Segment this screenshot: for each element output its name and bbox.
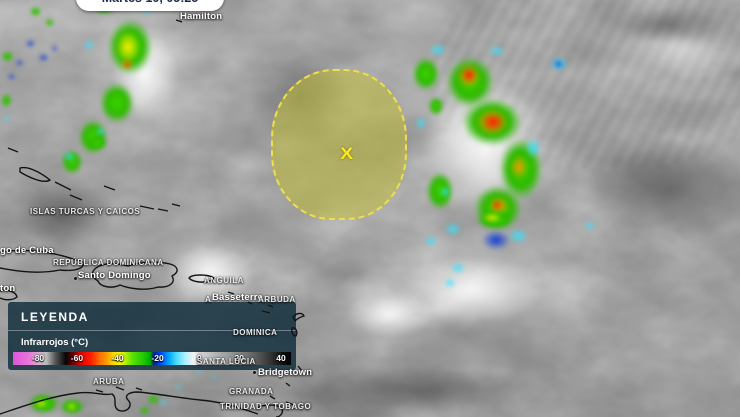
colorbar-tick: 0 bbox=[196, 353, 202, 363]
cold-fringe bbox=[158, 398, 169, 407]
convection-core bbox=[458, 64, 480, 86]
map-label-trinidad-tobago: TRINIDAD Y TOBAGO bbox=[220, 402, 312, 411]
cold-fringe bbox=[62, 150, 77, 163]
cold-fringe bbox=[486, 44, 508, 58]
colorbar-tick: 40 bbox=[276, 353, 286, 363]
map-label-dominica: DOMINICA bbox=[233, 328, 278, 337]
legend-title: LEYENDA bbox=[21, 310, 89, 324]
map-label-aruba: ARUBA bbox=[93, 377, 125, 386]
cold-fringe bbox=[2, 114, 11, 123]
coastline-jamaica bbox=[0, 289, 18, 301]
convection-core bbox=[64, 402, 79, 411]
convection-cell bbox=[44, 18, 55, 27]
cold-fringe bbox=[442, 220, 464, 238]
colorbar-tick: -60 bbox=[70, 353, 84, 363]
disturbance-x-marker: X bbox=[340, 144, 354, 163]
cloud-mass bbox=[150, 235, 270, 310]
colorbar-tick: 20 bbox=[234, 353, 245, 363]
dark-patch bbox=[600, 0, 740, 50]
map-label-rep-dominicana: REPÚBLICA DOMINICANA bbox=[53, 258, 164, 267]
dark-patch bbox=[0, 170, 130, 260]
cold-fringe bbox=[448, 260, 468, 276]
cold-fringe bbox=[94, 126, 107, 137]
coastline-turks-caicos bbox=[139, 203, 181, 212]
coastline-bermuda bbox=[175, 19, 183, 23]
convection-cell bbox=[0, 50, 15, 63]
colorbar-tick: -40 bbox=[111, 353, 124, 363]
map-label-basseterre: Basseterre bbox=[212, 292, 264, 303]
cold-fringe bbox=[438, 184, 452, 200]
convection-core bbox=[32, 398, 50, 409]
map-label-antigua-frag: A bbox=[205, 295, 212, 304]
cold-fringe bbox=[522, 134, 544, 162]
cold-fringe bbox=[551, 58, 566, 70]
map-label-turcas-caicos: ISLAS TURCAS Y CAICOS bbox=[30, 207, 141, 216]
legend-divider bbox=[8, 330, 296, 331]
dark-patch bbox=[250, 360, 590, 417]
cold-fringe bbox=[414, 114, 428, 132]
cold-fringe bbox=[24, 38, 37, 49]
legend-panel: LEYENDA Infrarrojos (°C) -80 -60 -40 -20… bbox=[8, 302, 296, 370]
convection-cell bbox=[83, 134, 111, 152]
cold-fringe bbox=[504, 226, 532, 246]
cold-fringe bbox=[82, 38, 96, 52]
cold-fringe bbox=[210, 374, 218, 380]
map-label-hamilton: Hamilton bbox=[180, 11, 223, 22]
ir-colorbar: -80 -60 -40 -20 0 20 40 bbox=[13, 352, 291, 365]
map-label-santiago-cuba: go de Cuba bbox=[0, 245, 54, 256]
convection-core bbox=[476, 108, 510, 136]
cold-fringe bbox=[426, 42, 450, 58]
convection-cell bbox=[0, 92, 13, 109]
cold-fringe bbox=[582, 220, 598, 232]
coastline-southamerica bbox=[0, 391, 259, 415]
convection-cell bbox=[426, 94, 446, 118]
coastline-trinidad bbox=[255, 401, 295, 417]
coastline-hispaniola bbox=[91, 261, 178, 290]
convection-cell bbox=[28, 6, 43, 17]
colorbar-tick: -20 bbox=[151, 353, 164, 363]
coastline-bahamas bbox=[7, 147, 116, 201]
map-label-bridgetown: Bridgetown bbox=[258, 367, 313, 378]
cold-fringe bbox=[36, 52, 51, 63]
map-label-barbuda-frag: ARBUDA bbox=[258, 295, 296, 304]
timestamp-pill: Martes 10, 05:25 bbox=[76, 0, 224, 11]
cold-fringe bbox=[194, 368, 203, 375]
dark-patch bbox=[560, 120, 740, 260]
cold-fringe bbox=[442, 276, 458, 290]
map-label-anguila: ANGUILA bbox=[204, 276, 244, 285]
coastline-antilles-arc bbox=[269, 312, 313, 400]
cold-fringe bbox=[422, 234, 440, 248]
convection-core bbox=[478, 211, 506, 224]
city-marker bbox=[253, 371, 256, 374]
convection-core bbox=[123, 60, 132, 69]
convection-cell bbox=[138, 406, 151, 415]
convection-cell bbox=[146, 394, 161, 405]
map-label-santa-lucia: SANTA LUCIA bbox=[197, 357, 256, 366]
cold-fringe bbox=[50, 44, 59, 53]
coastline-cuba bbox=[0, 249, 84, 273]
map-label-granada: GRANADA bbox=[229, 387, 274, 396]
cold-fringe bbox=[14, 58, 25, 67]
city-marker bbox=[74, 277, 77, 280]
colorbar-tick: -80 bbox=[31, 353, 45, 363]
cold-fringe bbox=[174, 384, 183, 391]
disturbance-zone bbox=[271, 69, 407, 220]
coastline-leewards bbox=[227, 291, 274, 314]
map-label-santo-domingo: Santo Domingo bbox=[78, 270, 151, 281]
cold-fringe bbox=[6, 72, 17, 81]
cloud-mass bbox=[330, 285, 450, 345]
coastline-abc-islands bbox=[95, 386, 143, 393]
coastline-puertorico bbox=[188, 274, 215, 283]
map-label-kingston: ton bbox=[0, 283, 16, 294]
legend-scale-label: Infrarrojos (°C) bbox=[21, 337, 89, 348]
